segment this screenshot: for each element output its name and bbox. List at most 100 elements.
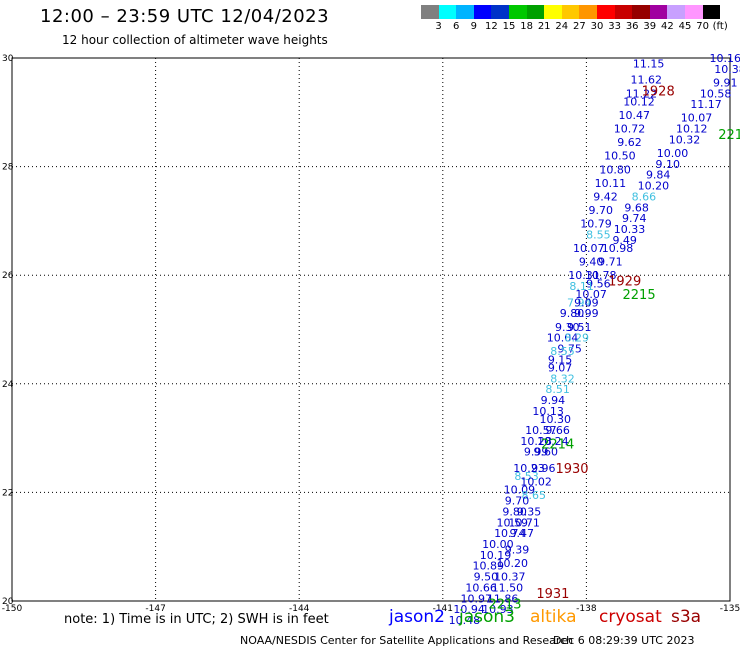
lat-tick-label: 26 — [2, 271, 14, 281]
wave-height-label: 9.68 — [624, 201, 649, 214]
pass-time-label: 1931 — [536, 587, 569, 602]
wave-height-label: 8.55 — [586, 228, 611, 241]
lat-tick-label: 30 — [2, 54, 14, 64]
satellite-altika: altika — [530, 607, 577, 627]
wave-height-label: 10.02 — [520, 476, 552, 489]
wave-height-label: 9.74 — [622, 212, 647, 225]
satellite-s3a: s3a — [671, 607, 702, 627]
lat-tick-label: 28 — [2, 163, 14, 173]
wave-height-label: 9.09 — [574, 296, 599, 309]
wave-height-label: 10.50 — [604, 150, 636, 163]
legend-swatch — [632, 5, 650, 19]
wave-height-label: 10.58 — [700, 87, 732, 100]
wave-height-label: 9.99 — [574, 307, 599, 320]
legend-label: 24 — [555, 21, 569, 32]
wave-height-label: 10.59 — [496, 516, 528, 529]
wave-height-label: 9.30 — [555, 321, 580, 334]
legend-label: 3 — [435, 21, 442, 32]
wave-height-label: 10.19 — [480, 549, 512, 562]
wave-height-label: 10.78 — [585, 269, 617, 282]
wave-height-label: 9.80 — [502, 505, 527, 518]
legend-label: (ft) — [712, 21, 728, 32]
wave-height-label: 10.07 — [575, 288, 607, 301]
wave-height-label: 10.24 — [537, 435, 569, 448]
wave-height-label: 10.57 — [525, 424, 557, 437]
legend-label: 6 — [453, 21, 460, 32]
wave-height-label: 9.60 — [533, 446, 558, 459]
legend-swatch — [579, 5, 597, 19]
legend-label: 36 — [625, 21, 639, 32]
footer-timestamp: Dec 6 08:29:39 UTC 2023 — [553, 634, 695, 647]
wave-height-label: 9.84 — [646, 169, 671, 182]
wave-height-label: 9.39 — [505, 543, 530, 556]
wave-height-label: 10.71 — [508, 516, 540, 529]
wave-height-label: 8.53 — [514, 470, 539, 483]
wave-height-label: 10.94 — [453, 603, 485, 616]
map-grid — [11, 57, 731, 602]
wave-height-label: 10.66 — [465, 581, 497, 594]
wave-height-label: 10.00 — [482, 538, 514, 551]
wave-height-label: 10.04 — [547, 332, 579, 345]
wave-height-label: 10.07 — [681, 112, 713, 125]
legend-swatch — [614, 5, 633, 19]
wave-height-label: 10.13 — [532, 405, 564, 418]
wave-height-label: 10.97 — [461, 592, 493, 605]
wave-height-label: 10.28 — [520, 435, 552, 448]
wave-height-label: 9.40 — [579, 256, 604, 269]
legend-label: 9 — [470, 21, 477, 32]
legend-labels: 3 6 9 12 15 18 21 24 27 30 33 36 39 42 45 70 (ft) — [421, 19, 727, 33]
wave-height-label: 10.74 — [494, 527, 526, 540]
wave-height-label: 10.93 — [482, 603, 514, 616]
wave-height-label: 11.17 — [690, 98, 722, 111]
legend-swatch — [508, 5, 527, 19]
wave-height-points: 10.1611.1510.3811.629.9110.5811.2210.121… — [449, 52, 740, 627]
footer-note: note: 1) Time is in UTC; 2) SWH is in fe… — [64, 612, 329, 627]
wave-height-label: 10.11 — [595, 177, 627, 190]
wave-height-label: 10.47 — [619, 109, 651, 122]
wave-height-label: 10.80 — [599, 163, 631, 176]
pass-time-label: 1929 — [608, 275, 641, 290]
satellite-jason3: jason3 — [459, 607, 515, 627]
legend-label: 42 — [661, 21, 674, 32]
wave-height-label: 10.20 — [496, 557, 528, 570]
lat-tick-label: 24 — [2, 380, 14, 390]
lat-tick-label: 22 — [2, 488, 13, 498]
legend-label: 18 — [520, 21, 533, 32]
wave-height-label: 10.23 — [513, 462, 545, 475]
wave-height-label: 9.80 — [560, 307, 585, 320]
wave-height-label: 9.07 — [548, 362, 573, 375]
page-subtitle: 12 hour collection of altimeter wave hei… — [62, 33, 328, 47]
lon-tick-label: -135 — [720, 604, 740, 614]
wave-height-label: 8.32 — [550, 372, 575, 385]
lon-tick-label: -138 — [576, 604, 597, 614]
wave-height-label: 8.66 — [632, 190, 657, 203]
wave-height-label: 9.75 — [557, 343, 582, 356]
wave-height-label: 10.89 — [473, 560, 505, 573]
wave-height-label: 9.56 — [586, 277, 611, 290]
wave-height-label: 9.99 — [524, 446, 549, 459]
lat-tick-label: 20 — [2, 597, 14, 607]
legend-swatch — [456, 5, 474, 19]
wave-height-label: 10.31 — [568, 269, 600, 282]
pass-time-label: 1930 — [555, 462, 588, 477]
map-axis-labels: -150 -147 -144 -141 -138 -135 30 28 26 24 22 20 — [2, 54, 740, 614]
wave-height-label: 10.20 — [638, 180, 670, 193]
wave-height-label: 10.09 — [504, 484, 536, 497]
wave-height-label: 10.12 — [676, 123, 708, 136]
legend-swatch — [596, 5, 615, 19]
legend-label: 27 — [573, 21, 586, 32]
wave-height-label: 10.38 — [714, 63, 740, 76]
wave-height-label: 10.72 — [614, 123, 646, 136]
wave-height-label: 10.48 — [449, 614, 481, 627]
wave-height-label: 10.00 — [657, 147, 689, 160]
legend-label: 30 — [590, 21, 604, 32]
pass-time-label: 2214 — [541, 438, 574, 453]
wave-height-label: 10.07 — [573, 242, 605, 255]
wave-height-label: 10.98 — [602, 242, 634, 255]
legend-label: 12 — [485, 21, 498, 32]
wave-height-label: 11.86 — [487, 592, 519, 605]
satellite-cryosat: cryosat — [599, 607, 662, 627]
wave-height-label: 9.70 — [505, 495, 530, 508]
